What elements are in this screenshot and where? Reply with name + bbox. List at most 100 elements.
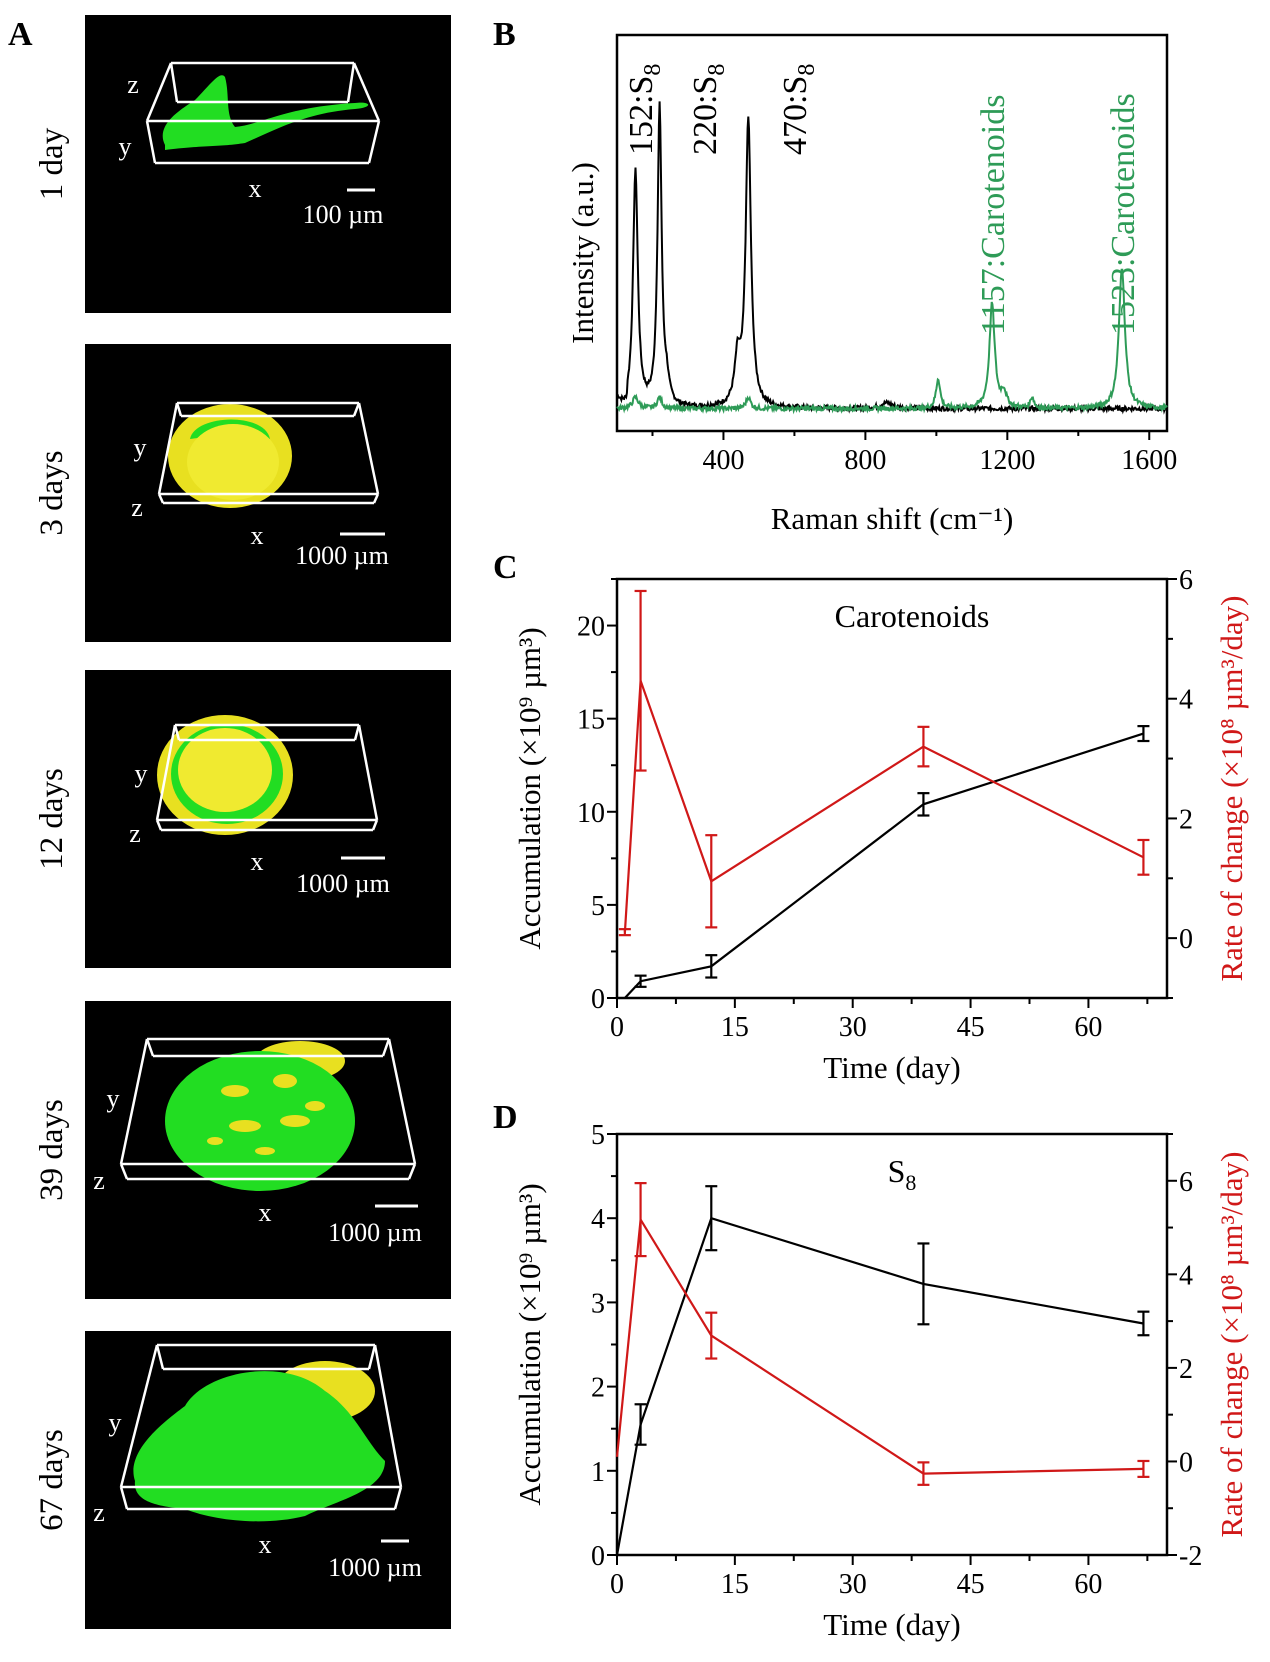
chart-title-text: S [888,1153,906,1189]
peak-annotation-text: 1157:Carotenoids [975,95,1012,336]
axis-letter-z: z [129,819,141,848]
render-image: z y x 100 µm [85,15,451,313]
axis-letter-z: z [131,493,143,522]
carotenoid-blob [165,1051,355,1191]
panel-label-b: B [493,16,516,53]
y-left-tick-label: 0 [591,1541,605,1572]
peak-annotation: 1523:Carotenoids [1105,93,1142,335]
axis-letter-x: x [249,174,262,203]
box-edge [371,819,379,831]
x-tick-label: 1200 [979,445,1035,476]
s8-blob-inner [178,728,272,812]
plot-frame [615,577,1169,1000]
box-edge [175,402,183,417]
scale-bar-label: 1000 µm [328,1218,422,1247]
peak-annotation-text: 220:S [687,76,724,155]
box-edge [119,1486,129,1510]
y-right-tick-label: 2 [1179,804,1193,835]
y-left-tick-label: 10 [577,798,605,829]
peak-annotation-subscript: 8 [794,64,820,76]
scale-bar-label: 1000 µm [295,541,389,570]
day-label: 1 day [34,127,70,200]
box-edge [157,493,165,504]
peak-annotation: 152:S8 [623,64,666,155]
y-right-tick-label: -2 [1179,1541,1202,1572]
day-label: 12 days [34,768,70,870]
box-edge [357,724,379,821]
y-left-axis-label: Accumulation (×10⁹ µm³) [512,1183,547,1505]
box-edge [155,819,163,831]
box-edge [367,120,381,164]
box-edge [169,62,179,103]
box-edge [387,1038,417,1165]
series-line-left [624,732,1144,999]
box-edge [393,1486,403,1510]
day-label: 3 days [34,450,70,535]
box-edge [119,1344,159,1488]
s8-patch [273,1074,297,1088]
x-axis-label: Time (day) [823,1050,961,1085]
axis-letter-y: y [135,759,148,788]
y-left-tick-label: 3 [591,1288,605,1319]
y-right-axis-label: Rate of change (×10⁸ µm³/day) [1214,1152,1249,1538]
peak-annotation-subscript: 8 [704,64,730,76]
series-line-left [615,1216,1144,1556]
scale-bar-label: 100 µm [303,200,384,229]
y-right-tick-label: 2 [1179,1354,1193,1385]
y-axis-label: Intensity (a.u.) [565,162,600,344]
x-tick-label: 0 [610,1012,624,1043]
s8-patch [221,1085,249,1097]
x-tick-label: 45 [957,1569,985,1600]
box-edge [372,493,380,504]
box-edge [346,62,356,103]
day-label: 67 days [34,1429,70,1531]
box-edge [145,1038,155,1057]
axis-letter-z: z [93,1166,105,1195]
axis-letter-x: x [259,1530,272,1559]
peak-annotation-text: 1523:Carotenoids [1105,93,1142,335]
box-edge [145,120,157,164]
render-image: y z x 1000 µm [85,344,451,642]
y-right-tick-label: 4 [1179,685,1193,716]
carotenoids-chart: 0 15 30 45 60 0 5 10 15 20 0 2 4 6 Carotenoids Accumula… [512,565,1249,1085]
s8-blob-inner [187,424,279,500]
y-left-tick-label: 20 [577,612,605,643]
peak-annotation-subscript: 8 [640,64,666,76]
y-left-tick-label: 0 [591,984,605,1015]
y-left-tick-label: 15 [577,705,605,736]
plot-frame [615,1132,1169,1557]
s8-patch [305,1101,325,1111]
box-edge [145,62,173,122]
x-tick-label: 800 [844,445,886,476]
y-right-tick-label: 0 [1179,1447,1193,1478]
scale-bar-label: 1000 µm [296,869,390,898]
peak-annotation-text: 152:S [623,76,660,155]
axis-letter-x: x [259,1198,272,1227]
x-tick-label: 0 [610,1569,624,1600]
s8-patch [255,1147,275,1155]
panel-label-c: C [493,549,518,586]
s8-patch [229,1120,261,1132]
carotenoid-blob [133,1371,385,1522]
render-image: y z x 1000 µm [85,1331,451,1629]
axis-letter-y: y [109,1408,122,1437]
box-edge [353,724,361,741]
raman-spectrum-chart: 400 800 1200 1600152:S8220:S8470:S81157:Car… [565,33,1177,536]
y-left-tick-label: 5 [591,1120,605,1151]
y-right-tick-label: 6 [1179,565,1193,596]
series-line-right [623,680,1144,933]
box-edge [381,1038,391,1057]
render-image: y z x 1000 µm [85,1001,451,1299]
y-left-tick-label: 1 [591,1457,605,1488]
box-edge [352,402,361,417]
spectrum-line [616,268,1168,415]
y-right-tick-label: 0 [1179,924,1193,955]
box-edge [157,402,179,495]
x-tick-label: 400 [702,445,744,476]
chart-title: Carotenoids [835,598,990,634]
box-edge [357,402,380,495]
s8-patch [207,1137,223,1145]
y-right-tick-label: 6 [1179,1167,1193,1198]
